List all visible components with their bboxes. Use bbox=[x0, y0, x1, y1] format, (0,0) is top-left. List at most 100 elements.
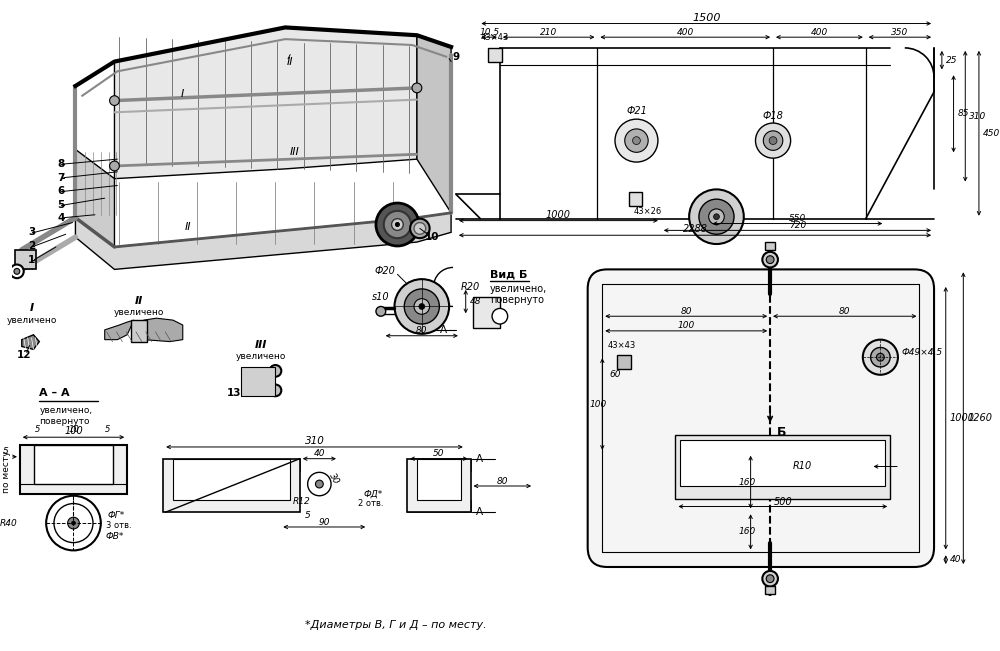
Circle shape bbox=[270, 385, 281, 396]
Bar bbox=[173, 459, 290, 500]
Polygon shape bbox=[105, 320, 134, 340]
Bar bbox=[765, 587, 775, 594]
Text: R40: R40 bbox=[0, 519, 18, 527]
Text: увеличено: увеличено bbox=[6, 316, 57, 325]
Text: 60: 60 bbox=[609, 370, 621, 380]
Bar bbox=[629, 192, 642, 206]
Bar bbox=[765, 242, 775, 250]
Polygon shape bbox=[114, 27, 417, 178]
Circle shape bbox=[863, 340, 898, 375]
Text: A: A bbox=[475, 454, 483, 464]
Text: повернуто: повернуто bbox=[39, 417, 90, 426]
Text: Б: Б bbox=[777, 426, 787, 439]
Text: 50: 50 bbox=[433, 449, 445, 458]
Text: 550: 550 bbox=[789, 214, 806, 223]
Circle shape bbox=[762, 571, 778, 587]
Text: Ф49×4,5: Ф49×4,5 bbox=[902, 348, 943, 357]
Text: увеличено,: увеличено, bbox=[490, 284, 547, 294]
Circle shape bbox=[414, 223, 426, 234]
Circle shape bbox=[766, 575, 774, 583]
Polygon shape bbox=[22, 335, 39, 350]
Circle shape bbox=[871, 348, 890, 367]
Text: 100: 100 bbox=[64, 426, 83, 436]
Text: Ф21: Ф21 bbox=[626, 106, 647, 117]
Bar bbox=[241, 367, 253, 396]
Bar bbox=[163, 459, 300, 471]
Circle shape bbox=[376, 307, 386, 316]
Text: 310: 310 bbox=[305, 436, 324, 446]
Circle shape bbox=[769, 137, 777, 145]
Circle shape bbox=[412, 83, 422, 93]
FancyBboxPatch shape bbox=[588, 270, 934, 567]
Text: 5: 5 bbox=[35, 425, 40, 434]
Circle shape bbox=[68, 518, 79, 529]
Bar bbox=[617, 355, 631, 369]
Circle shape bbox=[384, 211, 411, 238]
Text: Вид Б: Вид Б bbox=[490, 270, 527, 279]
Text: ФД*: ФД* bbox=[363, 490, 383, 498]
Circle shape bbox=[270, 365, 281, 377]
Text: ФГ*: ФГ* bbox=[108, 511, 125, 519]
Text: 1000: 1000 bbox=[546, 210, 571, 220]
Bar bbox=[407, 459, 471, 512]
Text: 500: 500 bbox=[773, 497, 792, 506]
Text: 40: 40 bbox=[314, 449, 325, 458]
Text: ФВ*: ФВ* bbox=[106, 533, 124, 541]
Text: 85: 85 bbox=[957, 109, 969, 118]
Text: Ф18: Ф18 bbox=[763, 111, 783, 121]
Circle shape bbox=[615, 119, 658, 162]
Text: I: I bbox=[181, 89, 184, 99]
Text: 160: 160 bbox=[738, 527, 755, 536]
Text: 5: 5 bbox=[57, 200, 64, 210]
Text: А – А: А – А bbox=[39, 388, 70, 398]
Text: 10: 10 bbox=[424, 232, 439, 242]
Text: 5: 5 bbox=[305, 511, 311, 519]
Text: 12: 12 bbox=[16, 350, 31, 360]
Text: 8: 8 bbox=[57, 159, 64, 169]
Bar bbox=[407, 500, 471, 512]
Bar bbox=[113, 445, 127, 494]
Circle shape bbox=[766, 256, 774, 264]
Circle shape bbox=[395, 223, 399, 227]
Circle shape bbox=[762, 252, 778, 268]
Circle shape bbox=[404, 289, 439, 324]
Text: II: II bbox=[184, 223, 191, 232]
Text: 80: 80 bbox=[839, 307, 851, 316]
Text: повернуто: повернуто bbox=[490, 295, 544, 305]
Text: R12: R12 bbox=[293, 497, 311, 506]
Circle shape bbox=[376, 203, 419, 246]
Text: 7: 7 bbox=[57, 173, 64, 183]
Circle shape bbox=[410, 219, 430, 238]
Text: 3 отв.: 3 отв. bbox=[106, 521, 131, 529]
Circle shape bbox=[699, 199, 734, 234]
Text: 720: 720 bbox=[789, 221, 806, 230]
Circle shape bbox=[763, 131, 783, 150]
Text: 5: 5 bbox=[2, 447, 8, 456]
Text: 9: 9 bbox=[452, 51, 460, 62]
Bar bbox=[473, 297, 500, 328]
Bar bbox=[20, 445, 34, 494]
Text: увеличено: увеличено bbox=[236, 352, 286, 361]
Text: R20: R20 bbox=[461, 282, 480, 292]
Circle shape bbox=[689, 189, 744, 244]
Text: 43×26: 43×26 bbox=[634, 207, 662, 216]
Text: *Диаметры В, Г и Д – по месту.: *Диаметры В, Г и Д – по месту. bbox=[305, 620, 486, 630]
Text: 100: 100 bbox=[590, 400, 607, 409]
Text: 2 отв.: 2 отв. bbox=[358, 499, 384, 508]
Bar bbox=[680, 440, 885, 486]
Circle shape bbox=[709, 209, 724, 225]
Polygon shape bbox=[75, 149, 114, 247]
Circle shape bbox=[492, 309, 508, 324]
Text: 400: 400 bbox=[811, 28, 828, 37]
Bar bbox=[417, 459, 461, 500]
Text: 43×43: 43×43 bbox=[481, 33, 509, 42]
Circle shape bbox=[392, 219, 403, 230]
Polygon shape bbox=[417, 35, 451, 213]
Polygon shape bbox=[137, 318, 183, 342]
Bar bbox=[473, 297, 500, 328]
Bar bbox=[20, 445, 127, 494]
Text: 30: 30 bbox=[327, 472, 341, 486]
Text: 90: 90 bbox=[318, 518, 330, 527]
Circle shape bbox=[419, 303, 425, 309]
Text: 80: 80 bbox=[416, 326, 428, 335]
